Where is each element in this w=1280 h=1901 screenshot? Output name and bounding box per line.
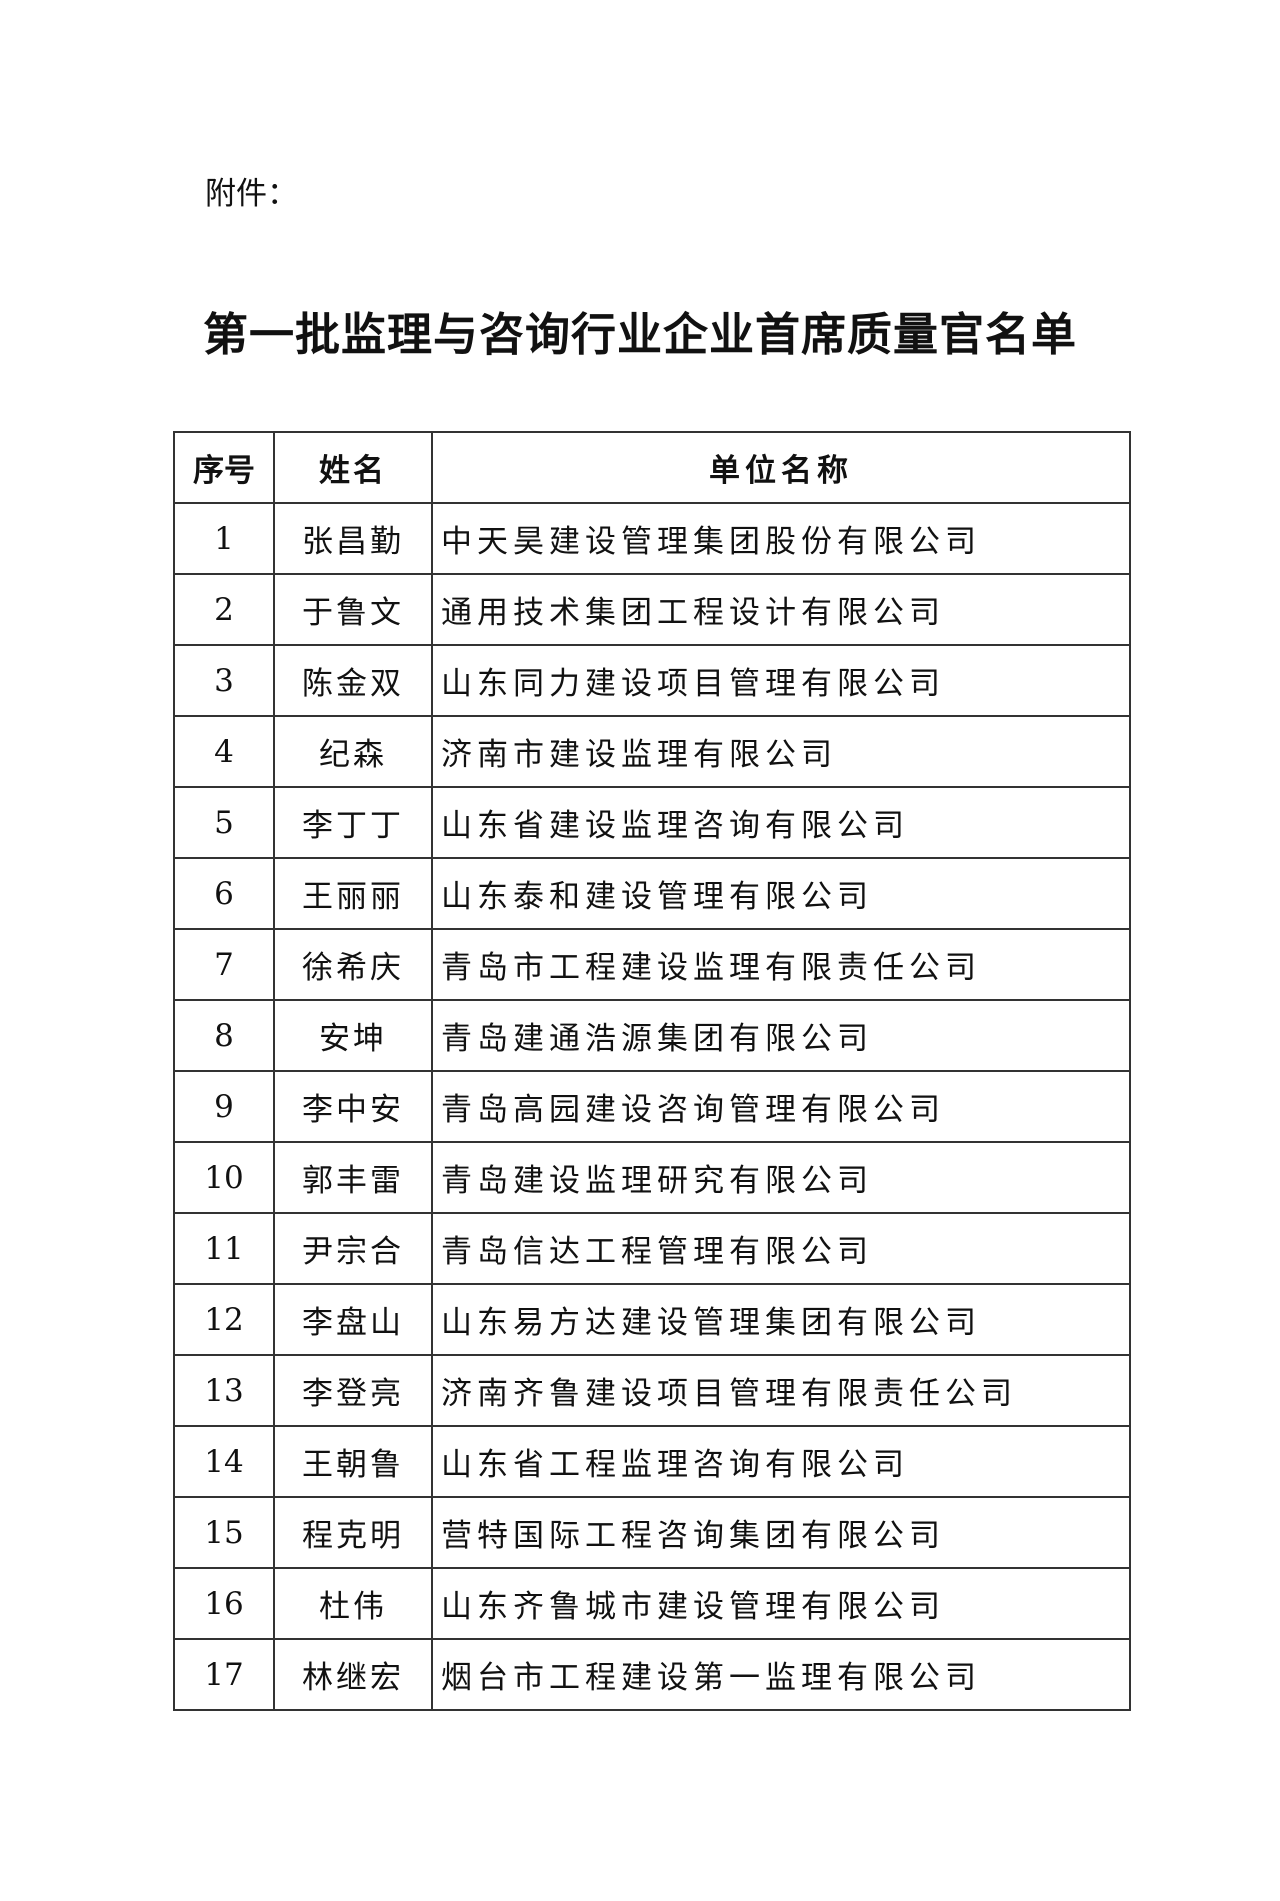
row-name: 郭丰雷 [273,1141,433,1214]
row-name: 李丁丁 [273,786,433,859]
row-name: 王朝鲁 [273,1425,433,1498]
row-company: 山东同力建设项目管理有限公司 [431,644,1131,717]
row-index: 5 [173,786,275,859]
row-index: 17 [173,1638,275,1711]
row-name: 纪森 [273,715,433,788]
attachment-label: 附件： [205,176,298,212]
row-company: 山东易方达建设管理集团有限公司 [431,1283,1131,1356]
table-row: 1 张昌勤 中天昊建设管理集团股份有限公司 [173,502,1131,575]
table-row: 6 王丽丽 山东泰和建设管理有限公司 [173,857,1131,930]
row-index: 9 [173,1070,275,1143]
table-row: 14 王朝鲁 山东省工程监理咨询有限公司 [173,1425,1131,1498]
table-row: 13 李登亮 济南齐鲁建设项目管理有限责任公司 [173,1354,1131,1427]
row-company: 济南市建设监理有限公司 [431,715,1131,788]
row-company: 青岛高园建设咨询管理有限公司 [431,1070,1131,1143]
row-index: 15 [173,1496,275,1569]
row-company: 中天昊建设管理集团股份有限公司 [431,502,1131,575]
table-row: 9 李中安 青岛高园建设咨询管理有限公司 [173,1070,1131,1143]
row-company: 济南齐鲁建设项目管理有限责任公司 [431,1354,1131,1427]
row-index: 8 [173,999,275,1072]
table-row: 10 郭丰雷 青岛建设监理研究有限公司 [173,1141,1131,1214]
row-index: 13 [173,1354,275,1427]
row-company: 山东齐鲁城市建设管理有限公司 [431,1567,1131,1640]
table-row: 2 于鲁文 通用技术集团工程设计有限公司 [173,573,1131,646]
row-company: 山东省工程监理咨询有限公司 [431,1425,1131,1498]
row-name: 杜伟 [273,1567,433,1640]
row-index: 10 [173,1141,275,1214]
table-row: 17 林继宏 烟台市工程建设第一监理有限公司 [173,1638,1131,1711]
row-company: 青岛建通浩源集团有限公司 [431,999,1131,1072]
officer-list-table: 序号 姓名 单位名称 1 张昌勤 中天昊建设管理集团股份有限公司 2 于鲁文 通用技术集团… [173,431,1131,1711]
row-company: 青岛信达工程管理有限公司 [431,1212,1131,1285]
row-company: 青岛市工程建设监理有限责任公司 [431,928,1131,1001]
row-name: 于鲁文 [273,573,433,646]
row-index: 1 [173,502,275,575]
table-row: 8 安坤 青岛建通浩源集团有限公司 [173,999,1131,1072]
row-name: 安坤 [273,999,433,1072]
header-index: 序号 [173,431,275,504]
row-name: 徐希庆 [273,928,433,1001]
row-index: 7 [173,928,275,1001]
header-company: 单位名称 [431,431,1131,504]
table-row: 16 杜伟 山东齐鲁城市建设管理有限公司 [173,1567,1131,1640]
row-name: 王丽丽 [273,857,433,930]
table-row: 3 陈金双 山东同力建设项目管理有限公司 [173,644,1131,717]
row-name: 陈金双 [273,644,433,717]
row-company: 山东泰和建设管理有限公司 [431,857,1131,930]
row-company: 营特国际工程咨询集团有限公司 [431,1496,1131,1569]
row-index: 12 [173,1283,275,1356]
row-index: 4 [173,715,275,788]
row-company: 山东省建设监理咨询有限公司 [431,786,1131,859]
row-index: 6 [173,857,275,930]
row-index: 14 [173,1425,275,1498]
row-company: 烟台市工程建设第一监理有限公司 [431,1638,1131,1711]
row-name: 李盘山 [273,1283,433,1356]
row-name: 李登亮 [273,1354,433,1427]
row-company: 通用技术集团工程设计有限公司 [431,573,1131,646]
table-row: 7 徐希庆 青岛市工程建设监理有限责任公司 [173,928,1131,1001]
table-row: 4 纪森 济南市建设监理有限公司 [173,715,1131,788]
row-name: 张昌勤 [273,502,433,575]
row-index: 11 [173,1212,275,1285]
table-row: 12 李盘山 山东易方达建设管理集团有限公司 [173,1283,1131,1356]
table-header-row: 序号 姓名 单位名称 [173,431,1131,504]
table-row: 15 程克明 营特国际工程咨询集团有限公司 [173,1496,1131,1569]
header-name: 姓名 [273,431,433,504]
row-name: 程克明 [273,1496,433,1569]
row-name: 尹宗合 [273,1212,433,1285]
row-index: 2 [173,573,275,646]
row-company: 青岛建设监理研究有限公司 [431,1141,1131,1214]
row-index: 3 [173,644,275,717]
row-index: 16 [173,1567,275,1640]
row-name: 李中安 [273,1070,433,1143]
row-name: 林继宏 [273,1638,433,1711]
page-title: 第一批监理与咨询行业企业首席质量官名单 [202,308,1077,361]
table-row: 5 李丁丁 山东省建设监理咨询有限公司 [173,786,1131,859]
table-row: 11 尹宗合 青岛信达工程管理有限公司 [173,1212,1131,1285]
